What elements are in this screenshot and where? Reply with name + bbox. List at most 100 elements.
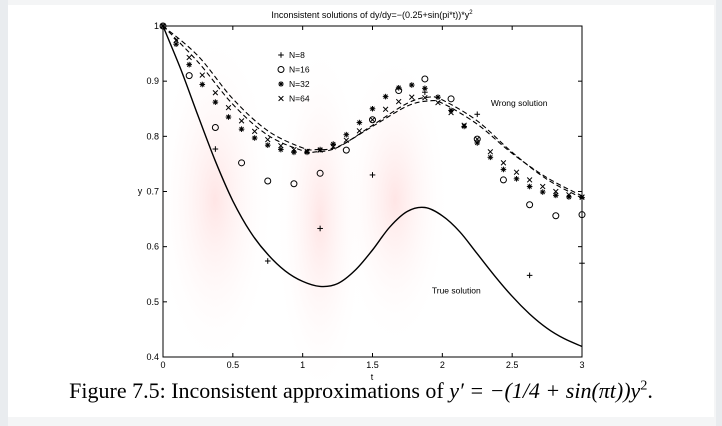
y-tick-label: 1 <box>154 21 159 31</box>
data-point <box>395 84 402 91</box>
data-point <box>553 188 559 195</box>
data-point <box>251 135 258 141</box>
chart-title: Inconsistent solutions of dy/dy=−(0.25+s… <box>271 10 473 20</box>
data-point <box>316 169 324 177</box>
x-axis-label: t <box>371 372 374 382</box>
caption-suffix: . <box>647 378 653 403</box>
legend-marker <box>277 66 285 73</box>
data-point <box>291 149 297 156</box>
data-point <box>448 109 454 116</box>
data-point <box>186 61 192 68</box>
y-tick-label: 0.8 <box>146 131 159 141</box>
data-point <box>539 189 546 195</box>
data-point <box>408 82 415 88</box>
y-tick-label: 0.5 <box>146 297 159 307</box>
wrong-solution-curve <box>162 25 583 197</box>
data-point <box>199 72 206 78</box>
y-tick-label: 0.9 <box>146 76 159 86</box>
data-point <box>566 192 572 198</box>
figure-caption: Figure 7.5: Inconsistent approximations … <box>0 378 722 404</box>
x-tick-label: 1.5 <box>366 360 379 370</box>
data-point <box>211 124 219 132</box>
data-point <box>526 201 534 209</box>
data-point <box>225 104 232 111</box>
data-point <box>264 177 272 185</box>
data-point <box>461 122 467 129</box>
annotation-true-solution: True solution <box>432 286 481 296</box>
legend-marker <box>278 95 284 102</box>
x-tick-label: 2.5 <box>506 360 519 370</box>
data-point <box>500 160 507 166</box>
data-point <box>264 258 271 264</box>
data-point <box>369 105 376 112</box>
data-point <box>212 99 219 105</box>
data-point <box>369 172 376 178</box>
data-point <box>212 146 219 152</box>
caption-equation: y′ = −(1/4 + sin(πt))y <box>449 378 641 403</box>
data-point <box>212 89 219 96</box>
legend-label: N=8 <box>289 50 305 60</box>
legend-marker <box>278 52 284 58</box>
data-point <box>499 176 507 184</box>
data-point <box>553 192 559 199</box>
data-point <box>173 41 179 48</box>
data-point <box>225 114 232 120</box>
series-n-16 <box>159 22 586 220</box>
data-point <box>186 54 192 61</box>
data-point <box>435 94 441 100</box>
data-point <box>317 225 323 232</box>
data-point <box>526 177 533 183</box>
data-point <box>382 93 389 100</box>
data-point <box>447 95 455 103</box>
data-point <box>264 142 271 148</box>
data-point <box>526 183 533 190</box>
legend: N=8 N=16 N=32 N=64 <box>277 50 310 104</box>
wrong-solution-curve <box>162 25 583 199</box>
data-point <box>342 146 350 154</box>
data-point <box>409 94 415 100</box>
legend-label: N=16 <box>289 65 310 75</box>
data-point <box>291 146 297 153</box>
caption-superscript: 2 <box>640 378 648 394</box>
y-tick-label: 0.6 <box>146 242 159 252</box>
series-n-8 <box>160 23 585 279</box>
data-point <box>290 180 298 188</box>
data-point <box>461 123 467 130</box>
data-point <box>474 136 481 142</box>
watermark <box>155 30 450 400</box>
data-point <box>435 99 441 106</box>
legend-label: N=32 <box>289 79 310 89</box>
data-point <box>199 81 206 88</box>
data-point <box>278 142 284 149</box>
x-tick-label: 1 <box>300 360 305 370</box>
y-axis: 0.4 0.5 0.6 0.7 0.8 0.9 1 <box>146 21 582 362</box>
y-axis-label: y <box>138 186 143 196</box>
series-n-64 <box>160 23 585 200</box>
data-point <box>421 75 429 83</box>
data-point <box>185 72 193 80</box>
legend-marker <box>278 81 284 87</box>
data-point <box>526 272 533 279</box>
data-point <box>382 106 389 113</box>
x-tick-label: 3 <box>579 360 584 370</box>
data-point <box>395 98 402 105</box>
data-point <box>513 176 520 182</box>
data-point <box>552 212 560 220</box>
data-point <box>369 117 376 123</box>
data-point <box>487 154 494 161</box>
data-point <box>251 128 258 135</box>
true-solution-curve <box>162 25 583 348</box>
data-point <box>513 169 520 175</box>
data-point <box>369 116 376 124</box>
data-point <box>422 85 428 92</box>
x-tick-label: 0 <box>160 360 165 370</box>
data-point <box>264 136 271 143</box>
data-point <box>343 131 350 138</box>
annotation-wrong-solution: Wrong solution <box>491 98 548 108</box>
data-point <box>238 126 245 132</box>
series-layer <box>159 22 586 348</box>
data-point <box>173 37 179 44</box>
data-point <box>474 140 481 146</box>
data-point <box>238 118 245 124</box>
